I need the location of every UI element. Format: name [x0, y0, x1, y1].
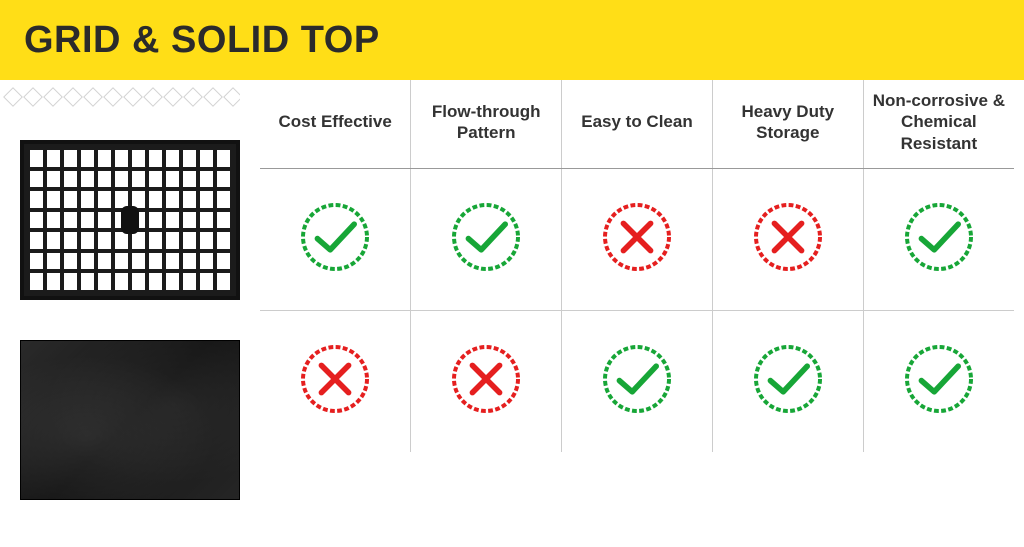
cell: [863, 310, 1014, 452]
comparison-table: Cost Effective Flow-through Pattern Easy…: [260, 80, 1014, 452]
cell: [562, 310, 713, 452]
cross-icon: [295, 339, 375, 419]
table-row: [260, 310, 1014, 452]
check-icon: [748, 339, 828, 419]
cross-icon: [597, 197, 677, 277]
cell: [411, 168, 562, 310]
table-header-row: Cost Effective Flow-through Pattern Easy…: [260, 80, 1014, 168]
table-row: [260, 168, 1014, 310]
col-header: Cost Effective: [260, 80, 411, 168]
grid-top-image: // (slots generated after data load belo…: [20, 140, 240, 300]
content-area: // (slots generated after data load belo…: [0, 80, 1024, 547]
check-icon: [899, 339, 979, 419]
col-header: Flow-through Pattern: [411, 80, 562, 168]
col-header: Heavy Duty Storage: [712, 80, 863, 168]
check-icon: [295, 197, 375, 277]
col-header: Easy to Clean: [562, 80, 713, 168]
check-icon: [446, 197, 526, 277]
solid-top-image: [20, 340, 240, 500]
product-images-column: // (slots generated after data load belo…: [0, 80, 260, 547]
check-icon: [899, 197, 979, 277]
table-body: [260, 168, 1014, 452]
comparison-table-wrap: Cost Effective Flow-through Pattern Easy…: [260, 80, 1024, 547]
cell: [411, 310, 562, 452]
check-icon: [597, 339, 677, 419]
cell: [260, 310, 411, 452]
cell: [863, 168, 1014, 310]
cell: [712, 310, 863, 452]
cell: [562, 168, 713, 310]
cell: [260, 168, 411, 310]
page-title: GRID & SOLID TOP: [24, 19, 380, 62]
cell: [712, 168, 863, 310]
header-band: GRID & SOLID TOP: [0, 0, 1024, 80]
cross-icon: [446, 339, 526, 419]
cross-icon: [748, 197, 828, 277]
col-header: Non-corrosive & Chemical Resistant: [863, 80, 1014, 168]
